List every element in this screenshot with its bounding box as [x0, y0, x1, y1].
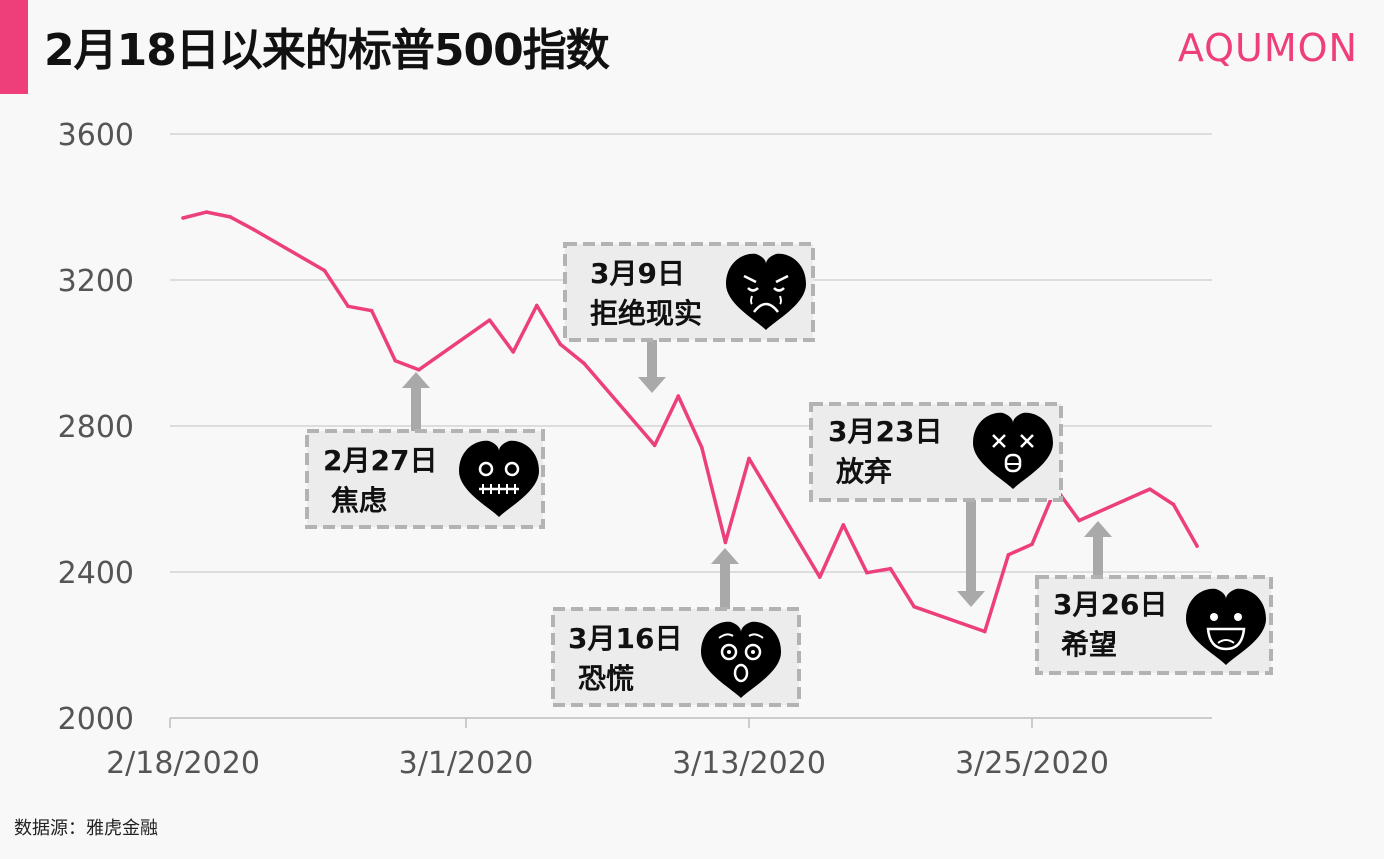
data-point — [723, 540, 728, 545]
data-point — [817, 575, 822, 579]
annotation-arrow — [1093, 537, 1103, 577]
annotation-emotion: 焦虑 — [331, 484, 387, 517]
annotation-arrow-head — [711, 548, 739, 564]
annotation-arrow-head — [638, 377, 666, 393]
page-title: 2月18日以来的标普500指数 — [44, 25, 610, 76]
crying-heart-icon — [726, 253, 806, 330]
data-point — [487, 318, 492, 322]
data-point — [700, 445, 704, 450]
data-point — [888, 566, 893, 571]
data-point — [1006, 553, 1011, 557]
annotation-arrow — [966, 500, 976, 591]
annotation-arrow — [720, 564, 730, 609]
data-point — [1171, 502, 1176, 507]
data-point — [582, 361, 586, 366]
data-point — [1077, 518, 1081, 523]
data-point — [511, 350, 515, 354]
y-tick-label: 3600 — [58, 118, 134, 153]
x-tick-label: 3/1/2020 — [399, 746, 534, 781]
y-tick-label: 3200 — [58, 264, 134, 299]
data-point — [983, 629, 987, 634]
accent-bar — [0, 0, 28, 94]
grinning-heart-icon — [1186, 588, 1266, 665]
annotation-date: 2月27日 — [323, 444, 437, 477]
annotation-date: 3月16日 — [568, 622, 682, 655]
annotation-date: 3月26日 — [1053, 588, 1167, 621]
data-point — [1148, 487, 1152, 491]
data-point — [534, 303, 539, 308]
x-tick-label: 3/13/2020 — [672, 746, 826, 781]
data-point — [228, 215, 232, 219]
data-point — [322, 268, 327, 273]
y-tick-label: 2000 — [58, 702, 134, 737]
data-source: 数据源：雅虎金融 — [14, 818, 158, 839]
data-point — [841, 523, 846, 527]
brand-logo: AQUMON — [1177, 26, 1358, 70]
grimace-heart-icon — [459, 440, 539, 517]
data-point — [417, 367, 421, 372]
annotation-arrow-head — [1084, 521, 1112, 537]
data-point — [676, 394, 681, 398]
annotation-emotion: 放弃 — [835, 455, 892, 488]
annotation-emotion: 希望 — [1061, 628, 1117, 661]
data-point — [1195, 544, 1199, 548]
annotation-date: 3月23日 — [828, 415, 942, 448]
annotation-arrow — [411, 388, 421, 431]
annotation-emotion: 拒绝现实 — [590, 297, 702, 330]
annotation-date: 3月9日 — [590, 257, 685, 290]
data-point — [1030, 542, 1034, 547]
x-tick-label: 2/18/2020 — [106, 746, 260, 781]
y-tick-label: 2400 — [58, 556, 134, 591]
annotation-emotion: 恐慌 — [578, 662, 634, 695]
data-point — [346, 304, 350, 309]
data-point — [251, 227, 256, 232]
dizzy-heart-icon — [973, 412, 1053, 489]
data-point — [652, 443, 657, 448]
x-tick-label: 3/25/2020 — [955, 746, 1109, 781]
y-tick-label: 2800 — [58, 410, 134, 445]
shocked-heart-icon — [701, 621, 781, 698]
data-point — [369, 308, 374, 313]
data-point — [181, 216, 185, 220]
data-point — [912, 604, 916, 609]
annotation-arrow — [647, 340, 657, 377]
annotation-arrow-head — [402, 372, 430, 388]
data-point — [865, 570, 869, 575]
data-point — [558, 342, 563, 347]
series-line — [182, 210, 1199, 634]
data-point — [747, 456, 751, 461]
annotation-arrow-head — [957, 591, 985, 607]
data-point — [393, 358, 398, 363]
data-point — [204, 210, 209, 214]
